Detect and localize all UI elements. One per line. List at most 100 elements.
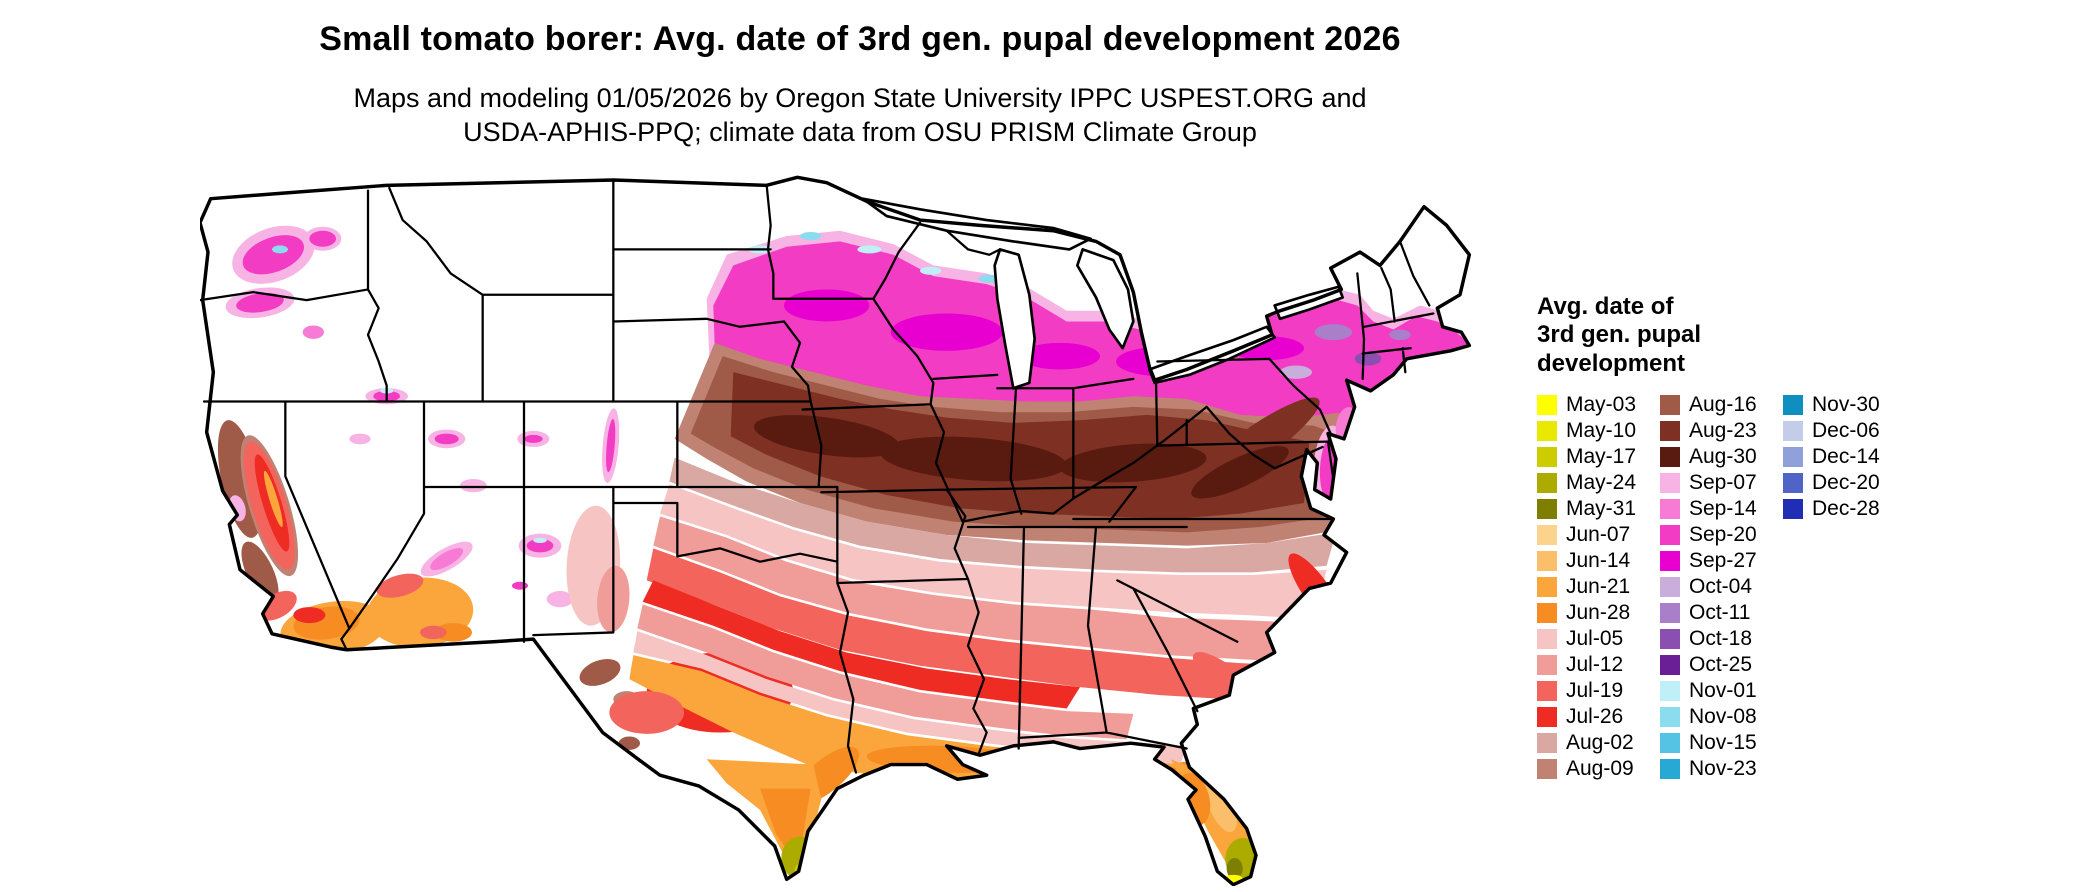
legend-label: Oct-18 [1689,626,1753,650]
legend-item: Oct-04 [1660,574,1783,600]
legend-title-line-3: development [1537,349,1686,377]
legend-item: May-03 [1537,392,1660,418]
legend-title: Avg. date of 3rd gen. pupal development [1537,293,2097,378]
legend-label: Dec-14 [1812,444,1880,468]
legend-swatch [1537,654,1557,675]
legend-item: Jun-21 [1537,574,1660,600]
legend-label: Jun-21 [1566,574,1631,598]
legend-swatch [1537,394,1557,415]
legend-item: Oct-18 [1660,626,1783,652]
legend-swatch [1660,602,1680,623]
legend-label: Jul-26 [1566,704,1624,728]
legend-label: May-31 [1566,496,1637,520]
legend-item: Jun-28 [1537,600,1660,626]
legend-item: Sep-07 [1660,470,1783,496]
legend-item: Aug-02 [1537,730,1660,756]
legend-label: Nov-30 [1812,392,1880,416]
legend-label: Aug-30 [1689,444,1757,468]
legend-item: Dec-28 [1783,496,1906,522]
legend-label: Jul-19 [1566,678,1624,702]
legend-swatch [1660,550,1680,571]
legend-item: May-31 [1537,496,1660,522]
legend-swatch [1660,732,1680,753]
state-borders [200,178,1435,774]
legend-swatch [1537,472,1557,493]
legend-swatch [1537,420,1557,441]
legend-label: Jul-12 [1566,652,1624,676]
legend-swatch [1537,732,1557,753]
legend-swatch [1537,602,1557,623]
legend-swatch [1660,394,1680,415]
lake-huron [1076,248,1135,350]
legend-swatch [1660,758,1680,779]
legend-label: Jul-05 [1566,626,1624,650]
legend-item: Nov-01 [1660,678,1783,704]
us-map-svg [200,175,1472,886]
legend-item: Dec-06 [1783,418,1906,444]
legend-item: Sep-20 [1660,522,1783,548]
legend-swatch [1537,498,1557,519]
legend-title-line-2: 3rd gen. pupal [1537,321,1702,349]
legend-item: Jul-12 [1537,652,1660,678]
legend-swatch [1660,446,1680,467]
legend-item: Sep-27 [1660,548,1783,574]
legend-column: May-03 May-10 May-17 May-24 May-31 Jun-07 Jun-… [1537,392,1660,782]
legend-swatch [1537,680,1557,701]
legend-column: Nov-30 Dec-06 Dec-14 Dec-20 Dec-28 [1783,392,1906,522]
legend-columns: May-03 May-10 May-17 May-24 May-31 Jun-07 Jun-… [1537,392,2097,782]
legend-swatch [1660,420,1680,441]
legend-label: Nov-23 [1689,756,1757,780]
subtitle-line-1: Maps and modeling 01/05/2026 by Oregon S… [353,83,1367,113]
legend-label: Oct-04 [1689,574,1753,598]
legend-label: Sep-14 [1689,496,1757,520]
us-outline [200,175,1472,886]
legend-label: Nov-01 [1689,678,1757,702]
legend-swatch [1660,706,1680,727]
legend-swatch [1660,576,1680,597]
legend-swatch [1783,394,1803,415]
legend-label: May-03 [1566,392,1637,416]
legend-label: Jun-14 [1566,548,1631,572]
legend-label: Dec-28 [1812,496,1880,520]
legend-title-line-1: Avg. date of [1537,293,1674,320]
lake-michigan [993,248,1036,390]
legend-label: Aug-23 [1689,418,1757,442]
legend-item: May-24 [1537,470,1660,496]
legend-item: Dec-20 [1783,470,1906,496]
map-subtitle: Maps and modeling 01/05/2026 by Oregon S… [0,82,1720,150]
legend-swatch [1783,498,1803,519]
subtitle-line-2: USDA-APHIS-PPQ; climate data from OSU PR… [463,116,1257,147]
legend-label: Dec-20 [1812,470,1880,494]
legend-swatch [1783,420,1803,441]
legend-item: Sep-14 [1660,496,1783,522]
legend-swatch [1537,446,1557,467]
legend-item: Jul-05 [1537,626,1660,652]
legend-swatch [1783,472,1803,493]
legend-item: Jun-14 [1537,548,1660,574]
legend-item: Aug-09 [1537,756,1660,782]
legend-label: May-24 [1566,470,1637,494]
legend-swatch [1660,472,1680,493]
legend-label: Nov-15 [1689,730,1757,754]
legend-label: Aug-16 [1689,392,1757,416]
legend-label: Sep-07 [1689,470,1757,494]
legend-swatch [1537,706,1557,727]
legend-item: Aug-16 [1660,392,1783,418]
legend-item: Aug-30 [1660,444,1783,470]
legend-label: Jun-07 [1566,522,1631,546]
legend-item: Jul-19 [1537,678,1660,704]
legend-column: Aug-16 Aug-23 Aug-30 Sep-07 Sep-14 Sep-20 Sep-… [1660,392,1783,782]
legend-label: Aug-02 [1566,730,1634,754]
legend-swatch [1537,550,1557,571]
legend-label: Nov-08 [1689,704,1757,728]
legend-item: Nov-30 [1783,392,1906,418]
legend-label: Sep-20 [1689,522,1757,546]
legend-swatch [1537,758,1557,779]
legend-label: Dec-06 [1812,418,1880,442]
legend-swatch [1660,628,1680,649]
legend-label: May-17 [1566,444,1637,468]
legend-swatch [1660,654,1680,675]
lake-erie [1148,325,1276,385]
legend-item: Oct-11 [1660,600,1783,626]
